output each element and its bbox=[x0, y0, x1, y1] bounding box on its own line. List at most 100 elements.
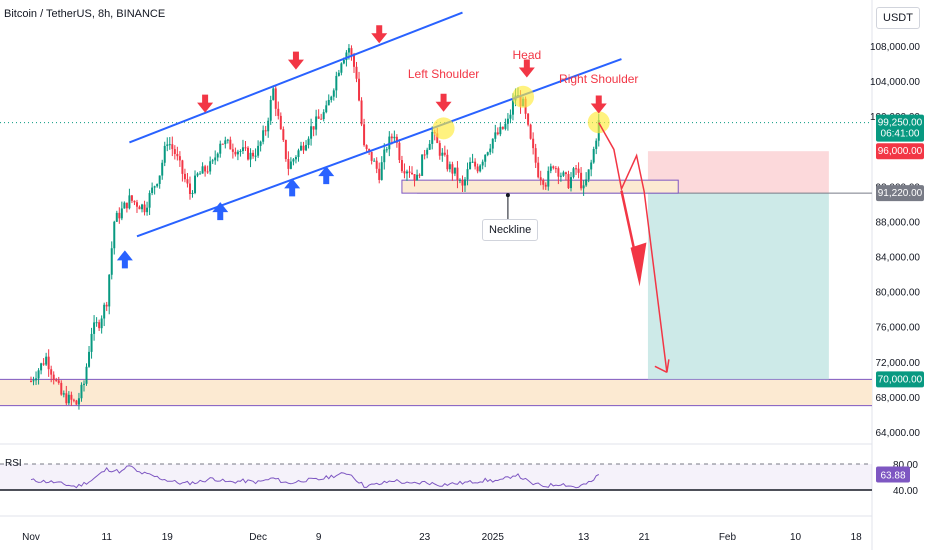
candle-body bbox=[277, 108, 280, 116]
candle-body bbox=[310, 126, 313, 139]
candle-body bbox=[166, 144, 169, 146]
x-tick-label: Feb bbox=[719, 532, 737, 543]
candle-body bbox=[347, 48, 350, 53]
neckline-label: Neckline bbox=[482, 219, 539, 241]
currency-selector[interactable]: USDT bbox=[876, 7, 920, 29]
x-tick-label: 21 bbox=[639, 532, 651, 543]
candle-body bbox=[451, 164, 454, 174]
candle-body bbox=[340, 63, 343, 73]
candle-body bbox=[557, 168, 560, 177]
candle-body bbox=[40, 363, 43, 371]
candle-body bbox=[236, 151, 239, 155]
target-price-pill: 70,000.00 bbox=[876, 371, 924, 388]
x-tick-label: Nov bbox=[22, 532, 40, 543]
candle-body bbox=[120, 208, 123, 219]
candle-body bbox=[564, 172, 567, 175]
candle-body bbox=[474, 161, 477, 167]
candle-body bbox=[469, 162, 472, 170]
candle-body bbox=[135, 202, 138, 207]
candle-body bbox=[191, 192, 194, 195]
candle-body bbox=[241, 147, 244, 152]
candle-body bbox=[133, 200, 136, 203]
candle-body bbox=[446, 154, 449, 170]
candle-body bbox=[322, 112, 325, 120]
candle-body bbox=[171, 144, 174, 150]
current-price-pill-text: 99,250.00 bbox=[878, 118, 923, 129]
candle-body bbox=[590, 162, 593, 170]
candle-body bbox=[549, 166, 552, 171]
candle-body bbox=[312, 126, 315, 130]
candle-body bbox=[471, 161, 474, 163]
current-price-pill-bg bbox=[876, 114, 924, 142]
candle-body bbox=[441, 152, 444, 156]
candle-body bbox=[216, 153, 219, 158]
candle-body bbox=[393, 136, 396, 139]
y-tick-label: 108,000.00 bbox=[870, 42, 920, 53]
candle-body bbox=[307, 138, 310, 146]
candle-body bbox=[443, 152, 446, 155]
candle-body bbox=[585, 179, 588, 186]
candle-body bbox=[370, 151, 373, 161]
candle-body bbox=[509, 114, 512, 119]
candle-body bbox=[398, 142, 401, 161]
candle-body bbox=[196, 173, 199, 176]
candle-body bbox=[456, 167, 459, 181]
candle-body bbox=[287, 159, 290, 169]
candle-body bbox=[62, 393, 65, 395]
candle-body bbox=[527, 113, 530, 125]
candle-body bbox=[577, 168, 580, 173]
candle-body bbox=[431, 131, 434, 144]
candle-body bbox=[332, 90, 335, 97]
candle-body bbox=[95, 322, 98, 324]
rsi-value-bg bbox=[876, 466, 910, 483]
candle-body bbox=[221, 143, 224, 145]
candle-body bbox=[188, 183, 191, 195]
candle-body bbox=[363, 124, 366, 146]
support-zone bbox=[0, 379, 872, 406]
candle-body bbox=[60, 382, 63, 395]
y-tick-label: 88,000.00 bbox=[876, 217, 921, 228]
candle-body bbox=[320, 118, 323, 120]
current-price-pill-text: 06:41:00 bbox=[881, 129, 920, 140]
candle-body bbox=[534, 148, 537, 163]
up-arrow-3 bbox=[284, 178, 301, 197]
candle-body bbox=[302, 145, 305, 151]
candle-body bbox=[458, 179, 461, 181]
candle-body bbox=[247, 147, 250, 160]
target-price-pill-bg bbox=[876, 371, 924, 388]
candle-body bbox=[539, 177, 542, 180]
neckline-pointer-dot bbox=[505, 193, 510, 198]
candle-body bbox=[575, 168, 578, 170]
x-tick-label: 18 bbox=[851, 532, 863, 543]
candle-body bbox=[466, 169, 469, 180]
neckline-price-pill-bg bbox=[876, 185, 924, 202]
candle-body bbox=[405, 171, 408, 174]
stop-price-pill-bg bbox=[876, 143, 924, 160]
candle-body bbox=[219, 143, 222, 154]
projection-path bbox=[598, 122, 668, 373]
candle-body bbox=[388, 136, 391, 150]
candle-body bbox=[50, 369, 53, 375]
candle-body bbox=[448, 164, 451, 170]
candle-body bbox=[400, 160, 403, 172]
candle-body bbox=[335, 75, 338, 91]
projection-arrowhead bbox=[654, 359, 670, 374]
candle-body bbox=[47, 356, 50, 370]
candle-body bbox=[491, 138, 494, 149]
head-label: Head bbox=[512, 48, 541, 62]
candle-body bbox=[464, 179, 467, 186]
candle-body bbox=[292, 159, 295, 162]
candle-body bbox=[289, 161, 292, 169]
candle-body bbox=[161, 162, 164, 176]
candle-body bbox=[501, 126, 504, 129]
candle-body bbox=[499, 126, 502, 135]
left-shoulder-label: Left Shoulder bbox=[408, 67, 479, 81]
candle-body bbox=[262, 130, 265, 142]
candle-body bbox=[204, 166, 207, 172]
candle-body bbox=[355, 66, 358, 79]
candle-body bbox=[35, 378, 38, 381]
y-tick-label: 84,000.00 bbox=[876, 253, 921, 264]
candle-body bbox=[103, 304, 106, 319]
